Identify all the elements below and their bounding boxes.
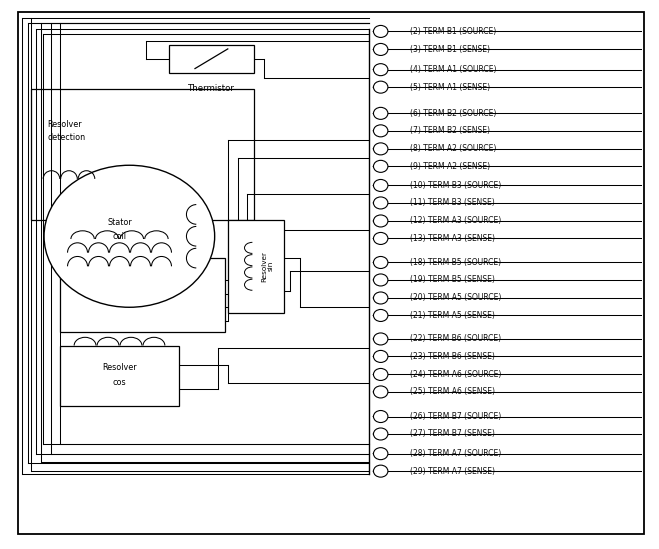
Text: (11) TERM B3 (SENSE): (11) TERM B3 (SENSE) <box>409 198 494 208</box>
Text: (18) TERM B5 (SOURCE): (18) TERM B5 (SOURCE) <box>409 258 501 267</box>
Circle shape <box>374 160 388 172</box>
Text: Resolver: Resolver <box>102 363 137 372</box>
Circle shape <box>374 368 388 380</box>
Circle shape <box>374 333 388 345</box>
Circle shape <box>374 350 388 362</box>
Bar <box>31 89 254 220</box>
Text: cos: cos <box>113 378 127 386</box>
Text: detection: detection <box>47 133 86 142</box>
Text: Resolver
sin: Resolver sin <box>261 251 274 282</box>
Text: (26) TERM B7 (SOURCE): (26) TERM B7 (SOURCE) <box>409 412 501 421</box>
Text: (19) TERM B5 (SENSE): (19) TERM B5 (SENSE) <box>409 276 494 284</box>
Text: (25) TERM A6 (SENSE): (25) TERM A6 (SENSE) <box>409 388 494 396</box>
Circle shape <box>374 81 388 93</box>
Circle shape <box>374 256 388 268</box>
Text: (27) TERM B7 (SENSE): (27) TERM B7 (SENSE) <box>409 429 494 439</box>
Text: (10) TERM B3 (SOURCE): (10) TERM B3 (SOURCE) <box>409 181 501 190</box>
Circle shape <box>374 108 388 119</box>
Circle shape <box>374 292 388 304</box>
Circle shape <box>374 232 388 244</box>
Text: Stator: Stator <box>107 218 132 227</box>
Circle shape <box>374 310 388 322</box>
Text: (4) TERM A1 (SOURCE): (4) TERM A1 (SOURCE) <box>409 65 496 74</box>
Text: (28) TERM A7 (SOURCE): (28) TERM A7 (SOURCE) <box>409 449 501 458</box>
Circle shape <box>374 215 388 227</box>
Text: coil: coil <box>113 232 127 241</box>
Circle shape <box>374 143 388 155</box>
Circle shape <box>374 64 388 76</box>
Circle shape <box>374 25 388 37</box>
Text: (22) TERM B6 (SOURCE): (22) TERM B6 (SOURCE) <box>409 334 501 344</box>
Circle shape <box>374 447 388 460</box>
Text: (20) TERM A5 (SOURCE): (20) TERM A5 (SOURCE) <box>409 294 501 302</box>
Circle shape <box>374 197 388 209</box>
Bar <box>61 345 179 406</box>
Circle shape <box>374 428 388 440</box>
Text: (7) TERM B2 (SENSE): (7) TERM B2 (SENSE) <box>409 126 490 136</box>
Text: (23) TERM B6 (SENSE): (23) TERM B6 (SENSE) <box>409 352 494 361</box>
Bar <box>61 258 225 332</box>
Text: (2) TERM B1 (SOURCE): (2) TERM B1 (SOURCE) <box>409 27 496 36</box>
Circle shape <box>44 165 215 307</box>
Text: Resolver: Resolver <box>47 120 82 129</box>
Text: (9) TERM A2 (SENSE): (9) TERM A2 (SENSE) <box>409 162 490 171</box>
Circle shape <box>374 386 388 398</box>
Circle shape <box>374 125 388 137</box>
Text: (3) TERM B1 (SENSE): (3) TERM B1 (SENSE) <box>409 45 490 54</box>
Text: (5) TERM A1 (SENSE): (5) TERM A1 (SENSE) <box>409 83 490 92</box>
Circle shape <box>374 180 388 192</box>
Text: Thermistor: Thermistor <box>188 84 235 93</box>
Circle shape <box>374 411 388 423</box>
Circle shape <box>374 274 388 286</box>
Text: (24) TERM A6 (SOURCE): (24) TERM A6 (SOURCE) <box>409 370 501 379</box>
Bar <box>169 44 254 73</box>
Text: (21) TERM A5 (SENSE): (21) TERM A5 (SENSE) <box>409 311 494 320</box>
Text: (29) TERM A7 (SENSE): (29) TERM A7 (SENSE) <box>409 467 494 475</box>
Circle shape <box>374 43 388 55</box>
Text: (12) TERM A3 (SOURCE): (12) TERM A3 (SOURCE) <box>409 216 501 226</box>
Text: (6) TERM B2 (SOURCE): (6) TERM B2 (SOURCE) <box>409 109 496 118</box>
Bar <box>228 220 283 313</box>
Text: (8) TERM A2 (SOURCE): (8) TERM A2 (SOURCE) <box>409 144 496 153</box>
Text: (13) TERM A3 (SENSE): (13) TERM A3 (SENSE) <box>409 234 494 243</box>
Circle shape <box>374 465 388 477</box>
